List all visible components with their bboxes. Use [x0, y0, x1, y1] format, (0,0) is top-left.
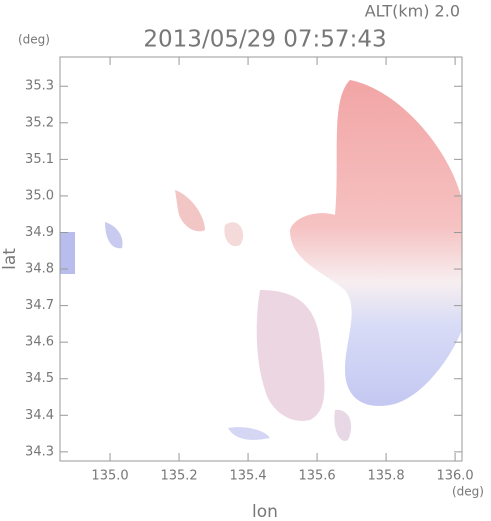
- x-tick-label: 135.2: [160, 469, 197, 484]
- y-tick-label: 34.3: [25, 444, 54, 459]
- y-tick-label: 34.7: [25, 298, 54, 313]
- x-axis-label: lon: [252, 502, 278, 521]
- y-tick-label: 35.0: [25, 188, 54, 203]
- x-tick-label: 135.0: [91, 469, 128, 484]
- y-tick-label: 35.2: [25, 115, 54, 130]
- x-tick-label: 135.6: [298, 469, 335, 484]
- x-tick-label: 135.4: [229, 469, 266, 484]
- y-tick-label: 34.5: [25, 371, 54, 386]
- x-tick-label: 136.0: [436, 469, 473, 484]
- y-tick-label: 34.8: [25, 262, 54, 277]
- plot-frame: [59, 56, 463, 462]
- y-tick-label: 34.9: [25, 225, 54, 240]
- y-tick-label: 34.4: [25, 408, 54, 423]
- y-tick-label: 35.1: [25, 152, 54, 167]
- y-tick-label: 34.6: [25, 335, 54, 350]
- echo-field: [60, 80, 462, 441]
- x-tick-label: 135.8: [367, 469, 404, 484]
- x-unit: (deg): [452, 485, 484, 499]
- y-tick-label: 35.3: [25, 79, 54, 94]
- chart-title: 2013/05/29 07:57:43: [143, 27, 386, 53]
- y-unit: (deg): [18, 33, 50, 47]
- annotation: ALT(km) 2.0: [365, 2, 460, 21]
- y-axis-label: lat: [0, 248, 20, 270]
